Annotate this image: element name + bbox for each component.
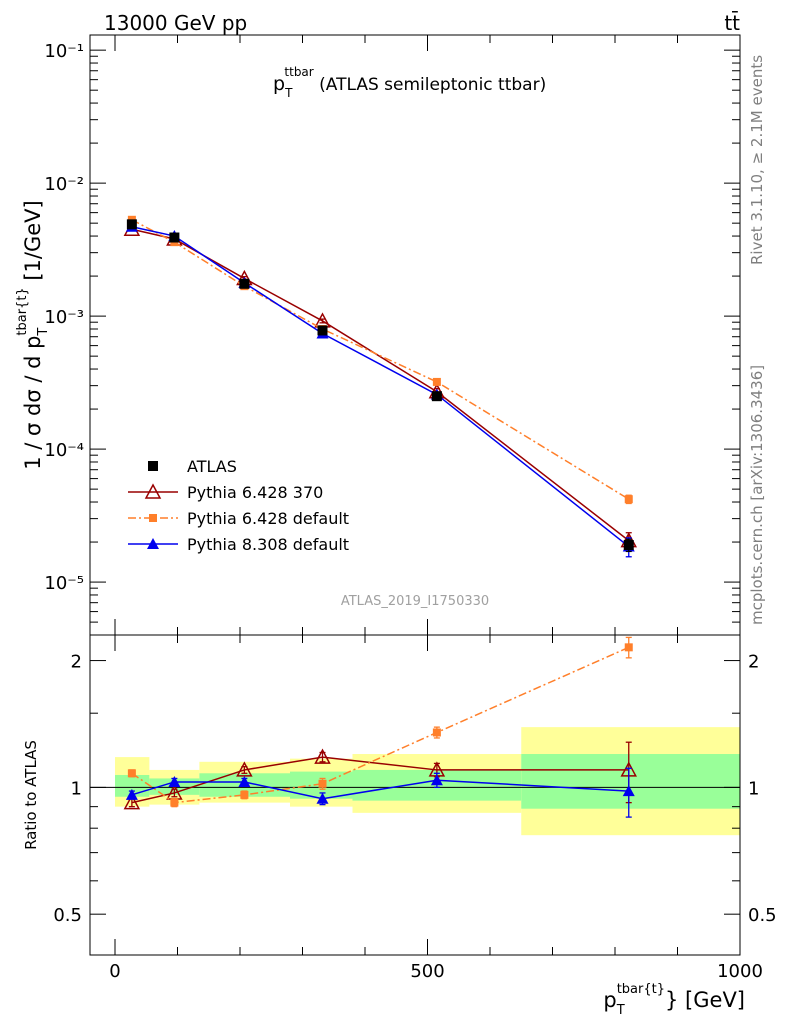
legend-marker [144,483,162,499]
ratio-y-tick-label-right: 2 [748,652,759,673]
energy-label: 13000 GeV pp [104,11,247,35]
main-data-point [239,278,250,289]
ratio-data-point [168,775,181,787]
ratio-data-point [430,774,443,786]
ratio-data-point [170,798,179,807]
main-series-line [131,226,630,548]
ratio-data-point [240,790,249,799]
watermark: ATLAS_2019_I1750330 [341,594,489,609]
ratio-data-point [318,779,327,788]
main-series-0 [126,219,634,553]
legend-label: Pythia 6.428 default [187,509,349,528]
x-tick-label: 500 [410,961,444,982]
main-data-point [432,377,441,386]
ratio-data-point [622,785,635,797]
ratio-panel: 0.5 0.5 1 1 2 2 0 500 1000 Ratio to ATLAS [22,634,777,982]
main-y-tick-label: 10⁻⁵ [44,573,84,594]
ratio-series-line [131,779,629,800]
legend-label: Pythia 8.308 default [187,535,349,554]
main-panel: 10⁻⁵ 10⁻⁴ 10⁻³ 10⁻² 10⁻¹ pTttbar (ATLAS semi… [15,34,741,636]
legend-marker [148,461,158,471]
main-y-tick-label: 10⁻³ [44,307,84,328]
main-data-point [126,219,137,230]
main-data-point [623,540,634,551]
ratio-y-tick-label: 0.5 [53,905,82,926]
ratio-y-tick-label: 2 [71,652,82,673]
legend-marker [149,514,157,522]
main-y-tick-label: 10⁻² [44,174,84,195]
ratio-y-tick-label-right: 1 [748,778,759,799]
main-series-line [131,228,630,542]
ratio-y-axis-label: Ratio to ATLAS [22,740,40,850]
legend: ATLAS Pythia 6.428 370 Pythia 6.428 defaul… [128,457,349,554]
ratio-data-point [125,788,138,800]
main-data-point [317,325,328,336]
main-series-3 [125,220,635,558]
ratio-data-point [316,792,329,804]
ratio-y-tick-label: 1 [71,778,82,799]
ratio-data-point [238,775,251,787]
legend-label: Pythia 6.428 370 [187,483,323,502]
main-data-point [431,391,442,402]
main-y-tick-label: 10⁻¹ [44,41,84,62]
ratio-series-line [131,756,629,804]
ratio-data-point [236,761,253,777]
ratio-inner-band [115,774,150,797]
ratio-series-1 [127,636,633,808]
ratio-series-2 [125,767,635,818]
process-label: tt̄ [724,10,740,35]
x-axis-label: pTtbar{t}} [GeV] [603,982,745,1018]
main-title: pTttbar (ATLAS semileptonic ttbar) [273,65,546,100]
main-data-point [169,232,180,243]
x-tick-label: 0 [109,961,120,982]
legend-marker [147,538,159,549]
ratio-data-point [123,794,141,810]
ratio-series-line [131,646,630,804]
ratio-inner-band [521,754,740,809]
main-y-axis-label: 1 / σ dσ / d pTtbar{t} [1/GeV] [15,200,51,470]
source-label: mcplots.cern.ch [arXiv:1306.3436] [748,365,766,625]
ratio-frame [89,634,741,956]
ratio-data-point [624,643,633,652]
x-tick-label: 1000 [717,961,763,982]
ratio-y-tick-label-right: 0.5 [748,905,777,926]
main-data-point [624,495,633,504]
legend-label: ATLAS [187,457,237,476]
ratio-data-point [127,769,136,778]
rivet-label: Rivet 3.1.10, ≥ 2.1M events [748,55,766,265]
ratio-data-point [314,748,331,764]
main-y-tick-label: 10⁻⁴ [44,440,84,461]
ratio-data-point [432,728,441,737]
